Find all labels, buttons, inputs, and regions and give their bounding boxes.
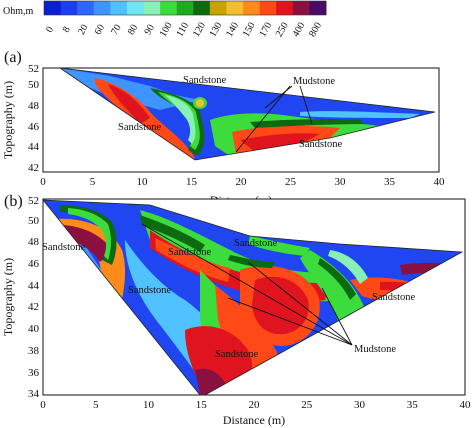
- tick-label: 34: [28, 388, 40, 400]
- colorbar-label: 70: [109, 23, 124, 37]
- tick-label: 40: [28, 323, 40, 335]
- panel-a-x-ticks: 0 5 10 15 20 25 30 35 40: [40, 176, 445, 188]
- colorbar-swatch: [93, 1, 111, 15]
- colorbar-swatch: [209, 1, 227, 15]
- tick-label: 46: [28, 258, 40, 270]
- tick-label: 30: [354, 399, 366, 411]
- panel-a-y-ticks: 42 44 46 48 50 52: [28, 63, 40, 174]
- colorbar-swatch: [193, 1, 211, 15]
- tick-label: 40: [460, 399, 472, 411]
- colorbar-label: 400: [290, 21, 307, 39]
- colorbar: 0 8 20 60 70 80 90 100 110 120 130 140 150 170 250 400 8…: [43, 0, 327, 39]
- tick-label: 52: [28, 195, 39, 207]
- mudstone-arrows: [235, 85, 313, 153]
- colorbar-label: 100: [158, 21, 175, 39]
- tick-label: 38: [28, 345, 40, 357]
- colorbar-label: 110: [174, 21, 191, 39]
- tick-label: 20: [249, 399, 261, 411]
- colorbar-label: 140: [224, 21, 241, 39]
- colorbar-label: 120: [191, 21, 208, 39]
- tick-label: 44: [28, 141, 40, 153]
- colorbar-label: 90: [142, 23, 157, 37]
- tick-label: 0: [40, 176, 46, 188]
- colorbar-label: 800: [307, 21, 324, 39]
- annotation-sandstone: Sandstone: [215, 349, 259, 360]
- annotation-sandstone: Sandstone: [299, 139, 343, 150]
- tick-label: 52: [28, 63, 39, 75]
- colorbar-swatch: [44, 1, 62, 15]
- panel-b-label: (b): [4, 193, 23, 210]
- tick-label: 48: [28, 236, 40, 248]
- tick-label: 42: [28, 301, 39, 313]
- colorbar-label: 8: [61, 25, 73, 35]
- tick-label: 25: [301, 399, 313, 411]
- colorbar-swatch: [77, 1, 95, 15]
- tick-label: 50: [28, 79, 40, 91]
- colorbar-swatch: [309, 1, 327, 15]
- panel-a: (a) 0 5 10 15 20 25 30 3: [1, 49, 445, 207]
- annotation-sandstone: Sandstone: [234, 238, 278, 249]
- tick-label: 44: [28, 280, 40, 292]
- annotation-sandstone: Sandstone: [128, 285, 172, 296]
- tick-label: 0: [40, 399, 46, 411]
- tick-label: 15: [196, 399, 208, 411]
- tick-label: 40: [434, 176, 446, 188]
- tick-label: 42: [28, 162, 39, 174]
- annotation-mudstone: Mudstone: [354, 344, 396, 355]
- tick-label: 10: [137, 176, 149, 188]
- tick-label: 25: [285, 176, 297, 188]
- colorbar-swatch: [259, 1, 277, 15]
- x-axis-label: Distance (m): [223, 413, 285, 427]
- colorbar-swatch: [160, 1, 178, 15]
- annotation-sandstone: Sandstone: [372, 292, 416, 303]
- panel-b-x-ticks: 0 5 10 15 20 25 30 35 40: [40, 399, 471, 411]
- colorbar-label: 150: [241, 21, 258, 39]
- colorbar-label: 60: [93, 23, 108, 37]
- colorbar-swatch: [226, 1, 244, 15]
- annotation-sandstone: Sandstone: [42, 242, 86, 253]
- colorbar-swatch: [292, 1, 310, 15]
- colorbar-swatch: [110, 1, 128, 15]
- tick-label: 36: [28, 367, 40, 379]
- annotation-sandstone: Sandstone: [118, 122, 162, 133]
- tick-label: 20: [236, 176, 248, 188]
- tick-label: 10: [143, 399, 155, 411]
- panel-b-y-ticks: 34 36 38 40 42 44 46 48 50 52: [28, 195, 40, 400]
- y-axis-label: Topography (m): [1, 258, 15, 336]
- colorbar-swatch: [60, 1, 78, 15]
- tick-label: 48: [28, 100, 40, 112]
- annotation-sandstone: Sandstone: [168, 247, 212, 258]
- colorbar-swatch: [176, 1, 194, 15]
- tick-label: 30: [335, 176, 347, 188]
- colorbar-label: 80: [126, 23, 141, 37]
- annotation-mudstone: Mudstone: [293, 76, 335, 87]
- colorbar-label: 170: [257, 21, 274, 39]
- colorbar-swatch: [126, 1, 145, 15]
- colorbar-frame: [43, 0, 327, 16]
- tick-label: 5: [93, 399, 99, 411]
- tick-label: 15: [186, 176, 198, 188]
- annotation-sandstone: Sandstone: [183, 75, 227, 86]
- colorbar-label: 250: [274, 21, 291, 39]
- colorbar-swatch: [276, 1, 294, 15]
- colorbar-unit: Ohm,m: [3, 6, 34, 17]
- tick-label: 35: [407, 399, 419, 411]
- colorbar-label: 130: [207, 21, 224, 39]
- colorbar-label: 20: [76, 23, 91, 37]
- panel-a-label: (a): [4, 49, 22, 66]
- mudstone-arrows: [141, 223, 353, 346]
- tick-label: 50: [28, 215, 40, 227]
- tick-label: 5: [90, 176, 96, 188]
- tick-label: 46: [28, 121, 40, 133]
- tick-label: 35: [384, 176, 396, 188]
- y-axis-label: Topography (m): [1, 81, 15, 159]
- colorbar-swatch: [243, 1, 261, 15]
- panel-b: (b): [1, 193, 471, 427]
- colorbar-swatch: [143, 1, 161, 15]
- colorbar-label: 0: [44, 25, 56, 35]
